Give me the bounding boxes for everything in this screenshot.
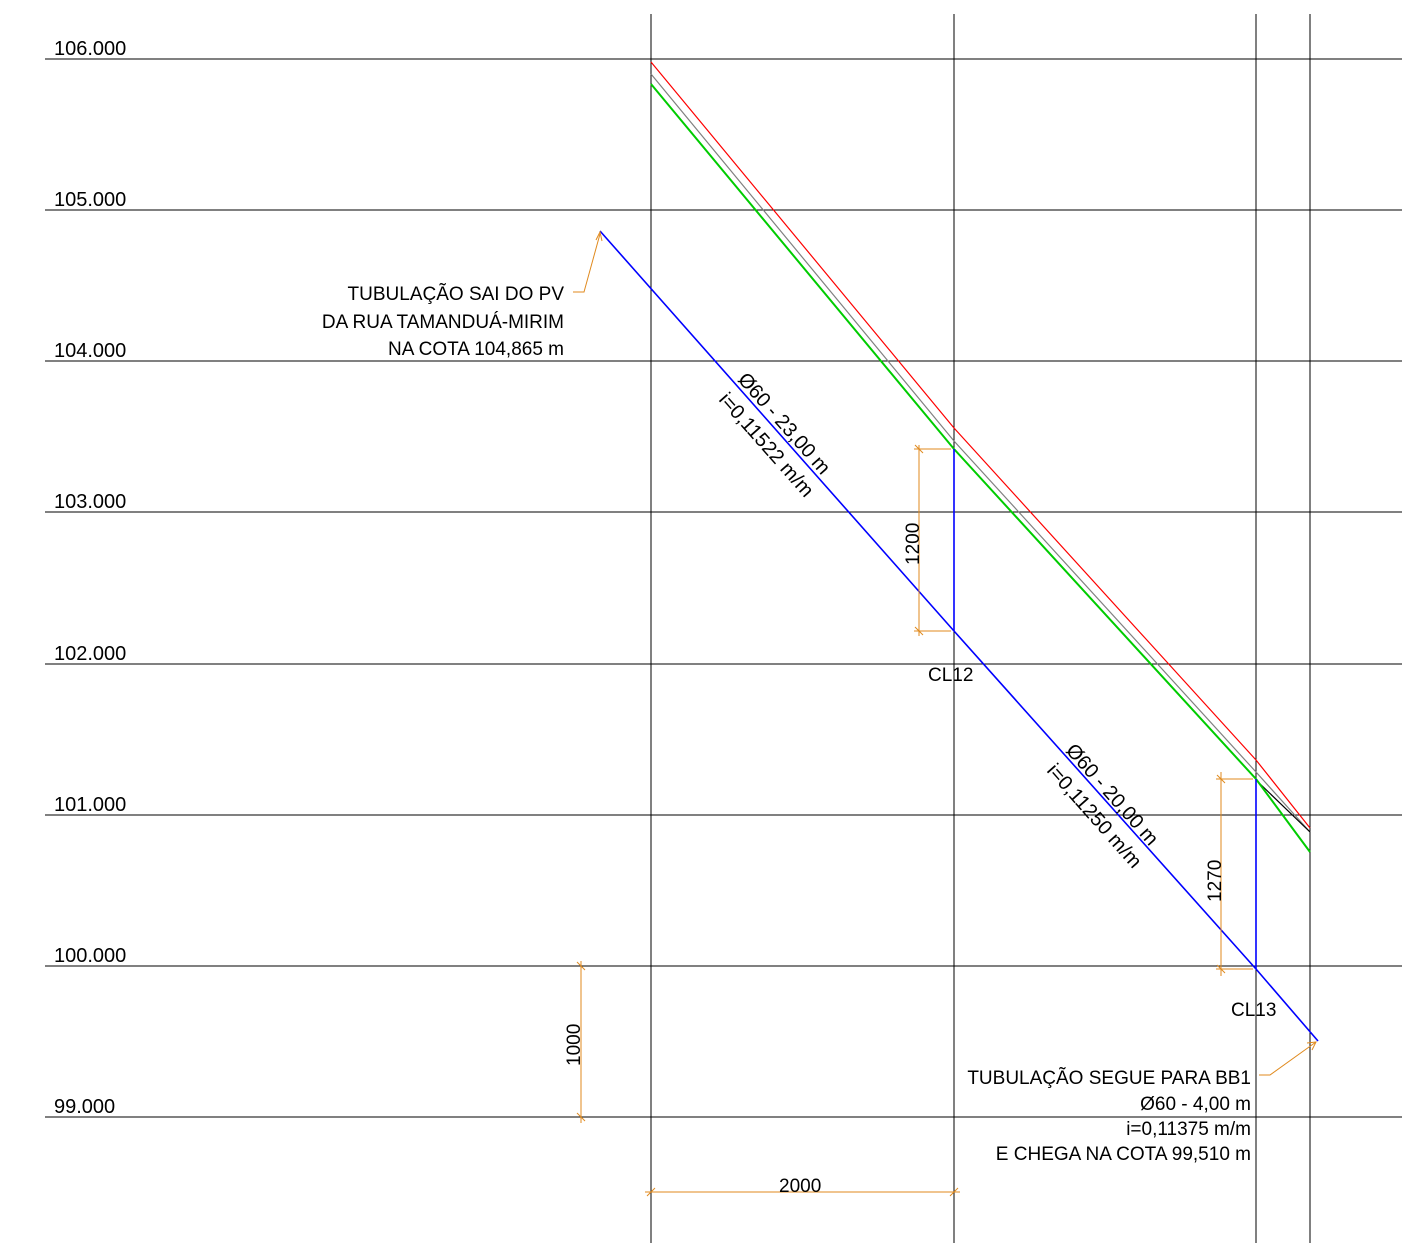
note-end-line-1: TUBULAÇÃO SEGUE PARA BB1 (967, 1067, 1251, 1089)
pipe-invert-line (599, 230, 1319, 1042)
note-start-line-3: NA COTA 104,865 m (388, 339, 564, 360)
station-lines (650, 14, 1311, 1243)
leader-end-arrow (1306, 1041, 1317, 1051)
elevation-label-105: 105.000 (54, 189, 126, 211)
elevation-grid (45, 58, 1402, 1118)
note-start-line-2: DA RUA TAMANDUÁ-MIRIM (322, 312, 564, 333)
note-end-line-4: E CHEGA NA COTA 99,510 m (996, 1144, 1251, 1165)
leader-end-note (1259, 1041, 1317, 1076)
dimension-lines (573, 230, 1317, 1197)
dimension-depth-cl12-bottom-tick (914, 626, 924, 636)
node-label-cl12: CL12 (928, 665, 973, 686)
leader-start-note (573, 233, 601, 293)
note-pipe-start: TUBULAÇÃO SAI DO PV DA RUA TAMANDUÁ-MIRI… (322, 283, 564, 360)
dimension-vertical-scale-value: 1000 (564, 1024, 585, 1066)
dimension-horizontal-scale-right-tick (949, 1187, 959, 1197)
terrain-line-gray (650, 73, 1311, 833)
dimension-depth-cl13-top-tick (1216, 774, 1226, 784)
dimension-depth-cl13-bottom-tick (1216, 964, 1226, 974)
dimension-depth-cl12-top-tick (914, 444, 924, 454)
terrain-line-green (650, 83, 1311, 853)
note-end-line-2: Ø60 - 4,00 m (1140, 1094, 1251, 1115)
note-pipe-end: TUBULAÇÃO SEGUE PARA BB1 Ø60 - 4,00 m i=… (967, 1067, 1251, 1165)
elevation-label-101: 101.000 (54, 794, 126, 816)
note-end-line-3: i=0,11375 m/m (1126, 1119, 1251, 1140)
terrain-line-red (650, 61, 1311, 829)
note-start-line-1: TUBULAÇÃO SAI DO PV (348, 283, 565, 305)
dimension-vertical-scale-bottom-tick (576, 1112, 586, 1122)
elevation-label-104: 104.000 (54, 340, 126, 362)
elevation-label-102: 102.000 (54, 643, 126, 665)
dimension-depth-cl13-value: 1270 (1205, 860, 1226, 902)
dimension-horizontal-scale-left-tick (646, 1187, 656, 1197)
pipe (599, 230, 1319, 1042)
elevation-label-100: 100.000 (54, 945, 126, 967)
elevation-label-103: 103.000 (54, 491, 126, 513)
dimension-depth-cl12-value: 1200 (903, 523, 924, 565)
terrain-profiles (650, 61, 1311, 853)
node-label-cl13: CL13 (1231, 1000, 1276, 1021)
dimension-vertical-scale-top-tick (576, 961, 586, 971)
dimension-horizontal-scale-value: 2000 (779, 1176, 821, 1197)
elevation-labels: 106.000 105.000 104.000 103.000 102.000 … (54, 38, 126, 1118)
terrain-line-black (1255, 779, 1311, 833)
elevation-label-99: 99.000 (54, 1096, 115, 1118)
leader-start-arrow (595, 230, 603, 242)
elevation-label-106: 106.000 (54, 38, 126, 60)
